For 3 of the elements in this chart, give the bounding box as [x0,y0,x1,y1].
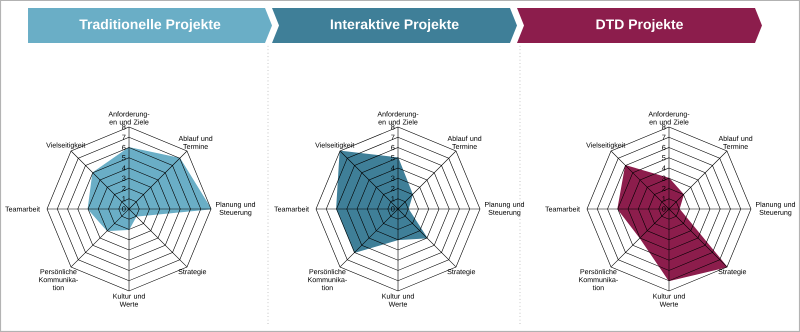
chart-title: Traditionelle Projekte [79,18,220,32]
chart-title: DTD Projekte [596,18,683,32]
chart-title: Interaktive Projekte [330,18,459,32]
